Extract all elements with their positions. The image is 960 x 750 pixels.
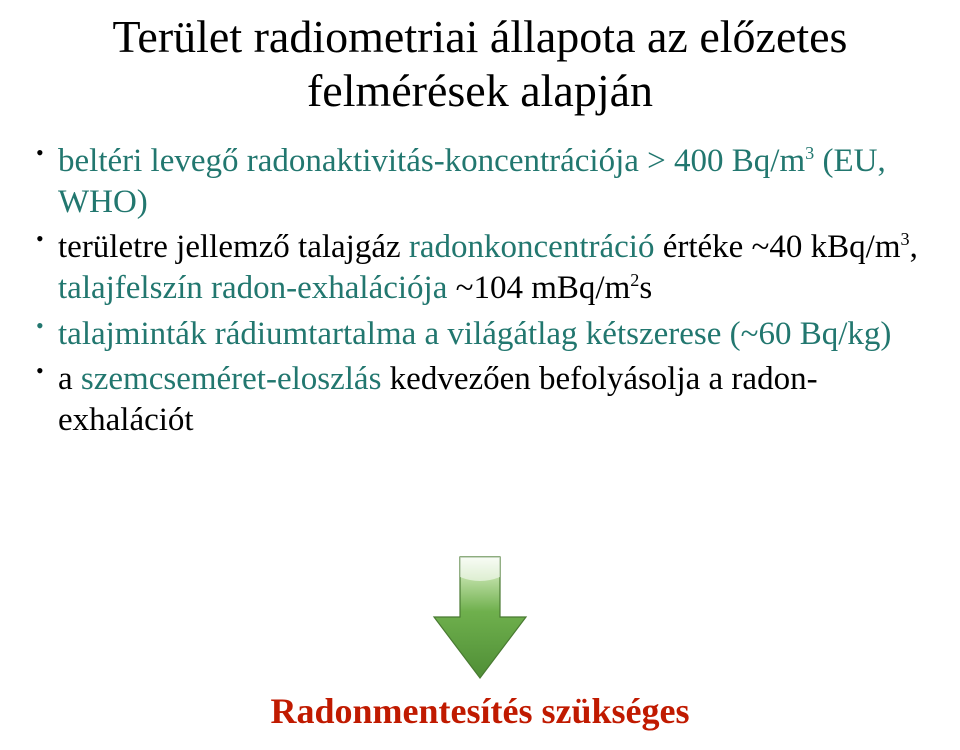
b2-sup1: 3 bbox=[901, 229, 910, 249]
b3-text-a: talajminták bbox=[58, 316, 215, 352]
b3-text-c: a világátlag kétszerese (~60 Bq/kg) bbox=[416, 316, 891, 352]
b1-text-a: beltéri levegő radonaktivitás-koncentrác… bbox=[58, 143, 639, 179]
down-arrow-icon bbox=[430, 555, 530, 680]
bullet-list: beltéri levegő radonaktivitás-koncentrác… bbox=[30, 141, 930, 442]
slide-title: Terület radiometriai állapota az előzete… bbox=[65, 10, 895, 119]
arrow-container bbox=[0, 555, 960, 680]
bullet-2: területre jellemző talajgáz radonkoncent… bbox=[30, 227, 930, 310]
b2-text-f: ~104 mBq/m bbox=[447, 270, 630, 306]
bullet-3: talajminták rádiumtartalma a világátlag … bbox=[30, 314, 930, 355]
b2-text-a: területre jellemző talajgáz bbox=[58, 229, 409, 265]
b2-text-e: talajfelszín radon-exhalációja bbox=[58, 270, 447, 306]
bullet-4: a szemcseméret-eloszlás kedvezően befoly… bbox=[30, 359, 930, 442]
footer-text: Radonmentesítés szükséges bbox=[0, 690, 960, 732]
b2-text-d: , bbox=[910, 229, 918, 265]
b1-text-b: > 400 Bq/m bbox=[647, 143, 805, 179]
b1-sup: 3 bbox=[805, 143, 814, 163]
b2-text-c: értéke ~40 kBq/m bbox=[654, 229, 900, 265]
b4-text-a: a bbox=[58, 361, 81, 397]
b2-sup2: 2 bbox=[630, 270, 639, 290]
bullet-1: beltéri levegő radonaktivitás-koncentrác… bbox=[30, 141, 930, 224]
b2-text-b: radonkoncentráció bbox=[409, 229, 655, 265]
b4-text-b: szemcseméret-eloszlás bbox=[81, 361, 382, 397]
b2-text-g: s bbox=[639, 270, 652, 306]
b3-text-b: rádiumtartalma bbox=[215, 316, 417, 352]
